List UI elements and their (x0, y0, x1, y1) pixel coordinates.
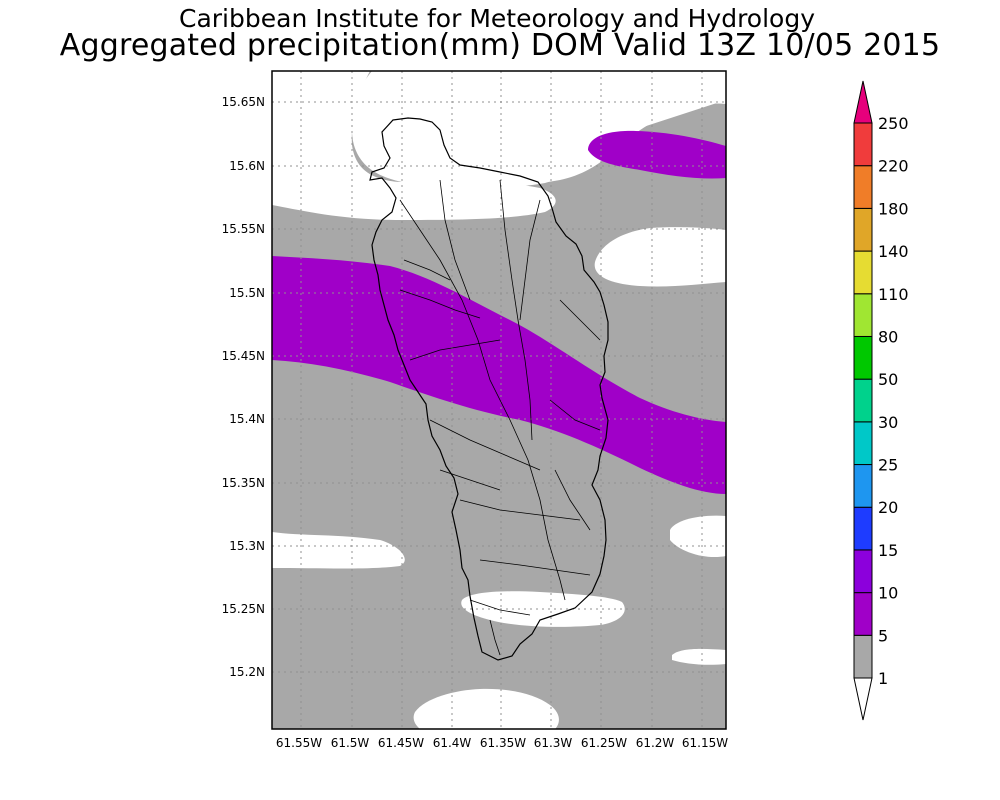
colorbar-label: 110 (878, 285, 909, 304)
colorbar-legend: 250 220 180 140 110 80 50 30 25 20 15 10 5 1 (853, 80, 909, 721)
lon-tick-label: 61.15W (682, 736, 728, 750)
colorbar-segment (853, 293, 873, 337)
colorbar-segment (853, 464, 873, 508)
map-gridlines (272, 71, 726, 729)
precip-band-5-10 (588, 130, 726, 179)
map-frame (271, 70, 727, 730)
lon-tick-label: 61.25W (581, 736, 627, 750)
lat-tick-label: 15.55N (222, 222, 265, 236)
no-precip-area (272, 532, 405, 569)
colorbar-label: 50 (878, 370, 898, 389)
map-frame-content (272, 71, 726, 729)
lon-tick-label: 61.45W (378, 736, 424, 750)
no-precip-area (594, 227, 726, 287)
colorbar-segment (853, 122, 873, 167)
colorbar-label: 180 (878, 199, 909, 218)
lon-tick-label: 61.5W (331, 736, 370, 750)
no-precip-area (272, 71, 556, 220)
no-precip-area (670, 515, 726, 558)
no-precip-area (272, 71, 726, 188)
colorbar-segment (853, 207, 873, 252)
colorbar-segment (853, 421, 873, 466)
lon-tick-label: 61.35W (480, 736, 526, 750)
dominica-coastline (369, 117, 609, 661)
lat-tick-label: 15.2N (229, 665, 265, 679)
colorbar-label: 80 (878, 327, 898, 346)
colorbar-label: 5 (878, 626, 888, 645)
colorbar-segment (853, 549, 873, 594)
chart-title-line2: Aggregated precipitation(mm) DOM Valid 1… (59, 28, 941, 63)
colorbar-segment (853, 165, 873, 209)
latitude-axis: 15.65N 15.6N 15.55N 15.5N 15.45N 15.4N 1… (222, 95, 265, 679)
colorbar-label: 15 (878, 541, 898, 560)
lat-tick-label: 15.4N (229, 412, 265, 426)
watershed-lines (399, 179, 601, 656)
lat-tick-label: 15.35N (222, 476, 265, 490)
colorbar-label: 20 (878, 498, 898, 517)
lat-tick-label: 15.5N (229, 286, 265, 300)
colorbar-label: 1 (878, 669, 888, 688)
colorbar-label: 30 (878, 413, 898, 432)
colorbar-label: 140 (878, 242, 909, 261)
colorbar-segment (853, 592, 873, 636)
lat-tick-label: 15.25N (222, 602, 265, 616)
lat-tick-label: 15.3N (229, 539, 265, 553)
colorbar-label: 25 (878, 456, 898, 475)
no-precip-area (672, 648, 726, 665)
colorbar-bottom-arrow (853, 677, 873, 721)
colorbar-label: 220 (878, 157, 909, 176)
lon-tick-label: 61.2W (636, 736, 675, 750)
lon-tick-label: 61.55W (276, 736, 322, 750)
colorbar-segment (853, 250, 873, 295)
lat-tick-label: 15.65N (222, 95, 265, 109)
colorbar-segment (853, 506, 873, 551)
lon-tick-label: 61.4W (433, 736, 472, 750)
colorbar-segment (853, 634, 873, 679)
colorbar-segment (853, 335, 873, 380)
precip-band-5-10 (272, 256, 726, 494)
colorbar-label: 10 (878, 584, 898, 603)
colorbar-top-arrow (853, 80, 873, 124)
lat-tick-label: 15.6N (229, 159, 265, 173)
colorbar-segment (853, 378, 873, 423)
colorbar-label: 250 (878, 114, 909, 133)
longitude-axis: 61.55W 61.5W 61.45W 61.4W 61.35W 61.3W 6… (276, 736, 728, 750)
lat-tick-label: 15.45N (222, 349, 265, 363)
lon-tick-label: 61.3W (534, 736, 573, 750)
chart-title-line1: Caribbean Institute for Meteorology and … (179, 4, 815, 33)
no-precip-area (413, 688, 559, 729)
